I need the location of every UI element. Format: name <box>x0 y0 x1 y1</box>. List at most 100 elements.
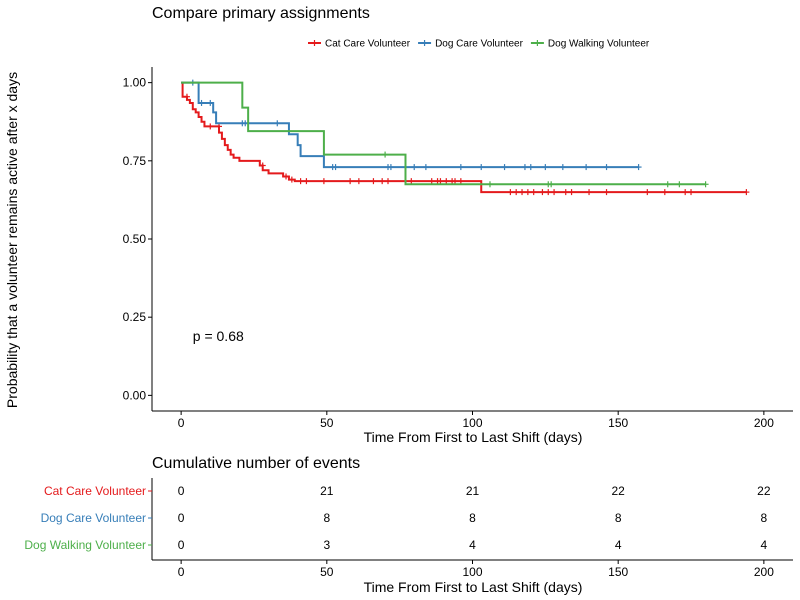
censor-mark <box>216 123 223 130</box>
p-value-annotation: p = 0.68 <box>193 328 244 344</box>
censor-mark <box>688 189 695 196</box>
legend: Cat Care Volunteer Dog Care Volunteer Dog … <box>308 39 650 50</box>
table-cell: 8 <box>323 511 330 525</box>
censor-mark <box>545 189 552 196</box>
survival-curve-0 <box>181 81 747 194</box>
censor-mark <box>207 123 214 130</box>
censor-mark <box>274 120 281 127</box>
censor-mark <box>527 164 534 171</box>
censor-mark <box>519 189 526 196</box>
x-tick-label: 150 <box>608 416 628 430</box>
censor-mark <box>539 189 546 196</box>
table-rows: Cat Care Volunteer 0 21 21 22 22 Dog Care Volu… <box>24 484 770 552</box>
main-y-ticks: 0.00 0.25 0.50 0.75 1.00 <box>123 76 152 402</box>
x-tick-label: 50 <box>320 416 334 430</box>
x-tick-label: 100 <box>462 416 482 430</box>
table-x-tick-label: 50 <box>320 565 334 579</box>
table-cell: 22 <box>612 484 626 498</box>
y-tick-label: 1.00 <box>123 76 147 90</box>
censor-mark <box>457 164 464 171</box>
table-cell: 8 <box>761 511 768 525</box>
censor-mark <box>682 189 689 196</box>
legend-item-0: Cat Care Volunteer <box>308 39 411 50</box>
censor-mark <box>702 181 709 188</box>
table-cell: 21 <box>320 484 334 498</box>
censor-mark <box>452 178 459 185</box>
censor-mark <box>743 189 750 196</box>
main-x-ticks: 0 50 100 150 200 <box>178 411 774 430</box>
table-row-label: Dog Walking Volunteer <box>24 538 146 552</box>
legend-item-2: Dog Walking Volunteer <box>530 39 650 50</box>
censor-mark <box>332 164 339 171</box>
table-cell: 0 <box>178 511 185 525</box>
censor-mark <box>583 164 590 171</box>
censor-mark <box>486 181 493 188</box>
x-tick-label: 0 <box>178 416 185 430</box>
y-tick-label: 0.50 <box>123 232 147 246</box>
table-row: Dog Care Volunteer 0 8 8 8 8 <box>41 511 768 525</box>
censor-mark <box>501 164 508 171</box>
censor-mark <box>559 164 566 171</box>
table-x-ticks: 0 50 100 150 200 <box>178 560 774 579</box>
table-x-tick-label: 100 <box>462 565 482 579</box>
censor-mark <box>370 178 377 185</box>
censor-mark <box>661 189 668 196</box>
table-x-tick-label: 200 <box>754 565 774 579</box>
y-axis-title: Probability that a volunteer remains act… <box>4 72 20 408</box>
censor-mark <box>603 189 610 196</box>
table-cell: 8 <box>615 511 622 525</box>
plot-title: Compare primary assignments <box>152 5 370 22</box>
legend-label: Dog Care Volunteer <box>435 39 524 50</box>
table-cell: 0 <box>178 538 185 552</box>
censor-mark <box>183 93 190 100</box>
y-tick-label: 0.25 <box>123 310 147 324</box>
table-cell: 4 <box>615 538 622 552</box>
censor-mark <box>207 99 214 106</box>
censor-mark <box>382 151 389 158</box>
censor-mark <box>635 164 642 171</box>
table-row-label: Dog Care Volunteer <box>41 511 146 525</box>
table-cell: 4 <box>761 538 768 552</box>
censor-mark <box>283 173 290 180</box>
table-cell: 3 <box>323 538 330 552</box>
censor-mark <box>478 164 485 171</box>
legend-label: Cat Care Volunteer <box>325 39 411 50</box>
censor-mark <box>664 181 671 188</box>
table-cell: 8 <box>469 511 476 525</box>
censor-mark <box>513 189 520 196</box>
censor-mark <box>548 181 555 188</box>
y-tick-label: 0.75 <box>123 154 147 168</box>
table-x-tick-label: 0 <box>178 565 185 579</box>
table-row: Cat Care Volunteer 0 21 21 22 22 <box>44 484 771 498</box>
x-tick-label: 200 <box>754 416 774 430</box>
censor-mark <box>437 178 444 185</box>
censor-mark <box>379 178 386 185</box>
censor-mark <box>457 178 464 185</box>
censor-mark <box>320 178 327 185</box>
survival-curve-2 <box>181 81 706 186</box>
censor-mark <box>676 181 683 188</box>
censor-mark <box>507 189 514 196</box>
table-cell: 4 <box>469 538 476 552</box>
censor-mark <box>198 99 205 106</box>
y-tick-label: 0.00 <box>123 388 147 402</box>
censor-mark <box>428 178 435 185</box>
censor-mark <box>387 164 394 171</box>
censor-mark <box>288 176 295 183</box>
censor-mark <box>568 189 575 196</box>
survival-curves <box>181 79 750 196</box>
censor-mark <box>408 178 415 185</box>
table-x-tick-label: 150 <box>608 565 628 579</box>
censor-mark <box>644 189 651 196</box>
censor-mark <box>411 164 418 171</box>
censor-mark <box>347 178 354 185</box>
table-row-label: Cat Care Volunteer <box>44 484 146 498</box>
censor-mark <box>422 164 429 171</box>
legend-label: Dog Walking Volunteer <box>548 39 650 50</box>
x-axis-title: Time From First to Last Shift (days) <box>364 429 583 445</box>
table-x-axis-title: Time From First to Last Shift (days) <box>364 579 583 595</box>
censor-mark <box>259 162 266 169</box>
censor-mark <box>297 178 304 185</box>
censor-mark <box>524 189 531 196</box>
